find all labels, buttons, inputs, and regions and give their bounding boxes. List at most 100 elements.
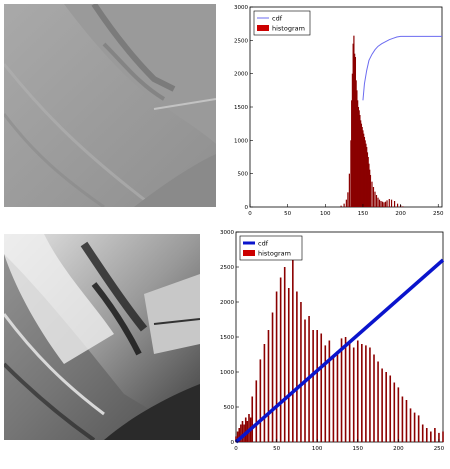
histogram-bar	[430, 431, 432, 442]
histogram-bar	[362, 130, 364, 207]
histogram-bar	[383, 202, 385, 207]
histogram-bar	[396, 203, 399, 207]
histogram-bar	[354, 53, 356, 207]
histogram-bar	[438, 432, 440, 442]
x-tick-label: 100	[312, 446, 323, 452]
histogram-bar	[238, 428, 241, 442]
histogram-bar	[377, 197, 379, 207]
x-tick-label: 200	[395, 211, 406, 217]
histogram-bar	[357, 107, 360, 207]
histogram-bar	[353, 35, 355, 207]
x-tick-label: 0	[248, 211, 252, 217]
histogram-bar	[368, 163, 370, 207]
histogram-bar	[425, 428, 428, 442]
y-tick-label: 500	[238, 172, 249, 178]
cdf-line	[234, 258, 445, 444]
histogram-bar	[360, 123, 363, 207]
legend-label-histogram: histogram	[258, 250, 291, 258]
x-tick-label: 250	[434, 446, 445, 452]
histogram-bar	[358, 110, 360, 207]
y-tick-label: 2500	[220, 265, 234, 271]
histogram-bar	[360, 120, 362, 207]
histogram-bar	[251, 396, 254, 442]
histogram-bar	[375, 195, 378, 207]
original-photo	[4, 4, 216, 207]
histogram-bar	[312, 330, 314, 442]
histogram-bar	[332, 358, 335, 442]
histogram-bar	[409, 408, 412, 442]
histogram-bar	[344, 337, 347, 442]
x-tick-label: 150	[358, 211, 369, 217]
x-tick-label: 200	[393, 446, 404, 452]
histogram-bar	[373, 354, 375, 442]
cdf-line	[362, 35, 442, 101]
original-photo-image	[4, 4, 216, 207]
legend-label-cdf: cdf	[272, 15, 283, 23]
histogram-bar	[343, 203, 345, 207]
histogram-bar	[413, 412, 416, 442]
histogram-bar	[354, 57, 357, 207]
histogram-bar	[271, 312, 274, 442]
histogram-bar	[369, 169, 371, 207]
histogram-bar	[345, 199, 347, 207]
histogram-bar	[348, 340, 351, 442]
legend: cdf histogram	[239, 235, 303, 261]
x-tick-label: 100	[320, 211, 331, 217]
histogram-bar	[340, 338, 343, 442]
histogram-bar	[361, 127, 363, 207]
histogram-bar	[385, 372, 387, 442]
y-tick-label: 1500	[234, 105, 248, 111]
x-tick-label: 0	[234, 446, 238, 452]
histogram-bar	[283, 267, 286, 442]
legend-label-cdf: cdf	[258, 240, 269, 248]
histogram-bar	[377, 361, 379, 442]
histogram-bar	[421, 424, 424, 442]
histogram-bar	[324, 345, 327, 442]
histogram-bar	[348, 173, 350, 207]
histogram-bar	[405, 400, 408, 442]
histogram-bar	[248, 414, 250, 442]
histogram-bar	[356, 340, 359, 442]
histogram-bar	[363, 137, 366, 207]
histogram-bar	[259, 359, 262, 442]
histogram-bar	[357, 100, 359, 207]
y-tick-label: 0	[231, 440, 235, 446]
histogram-bar	[393, 201, 396, 207]
histogram-bar	[292, 260, 294, 442]
histogram-bar	[442, 431, 444, 442]
histogram-bar	[340, 205, 342, 207]
histogram-bar	[388, 199, 390, 207]
histogram-bar	[279, 277, 282, 442]
histogram-bar	[434, 428, 436, 442]
histogram-bar	[366, 147, 368, 207]
histogram-bar	[359, 115, 361, 207]
y-tick-label: 500	[224, 405, 235, 411]
y-tick-label: 1500	[220, 335, 234, 341]
histogram-bar	[366, 152, 369, 207]
histogram-bar	[350, 140, 352, 207]
histogram-bar	[236, 431, 239, 442]
histogram-bar	[356, 90, 358, 207]
histogram-bar	[365, 143, 367, 207]
histogram-bar	[336, 351, 339, 442]
histogram-bar	[380, 201, 382, 207]
histogram-bar	[351, 73, 353, 208]
histogram-bar	[378, 199, 381, 207]
histogram-bar	[316, 330, 318, 442]
equalized-photo	[4, 234, 200, 440]
y-tick-label: 1000	[234, 138, 248, 144]
histogram-bar	[287, 288, 290, 442]
histogram-bar	[255, 380, 258, 442]
y-tick-label: 2500	[234, 38, 248, 44]
histogram-bar	[401, 396, 404, 442]
histogram-bar	[328, 340, 331, 442]
legend: cdf histogram	[253, 10, 311, 36]
histogram-bar	[244, 417, 247, 442]
y-tick-label: 0	[245, 205, 249, 211]
histogram-bar	[241, 421, 244, 442]
x-tick-label: 50	[273, 446, 280, 452]
histogram-bar	[381, 368, 383, 442]
histogram-bar	[363, 133, 365, 207]
histogram-bar	[417, 415, 420, 442]
